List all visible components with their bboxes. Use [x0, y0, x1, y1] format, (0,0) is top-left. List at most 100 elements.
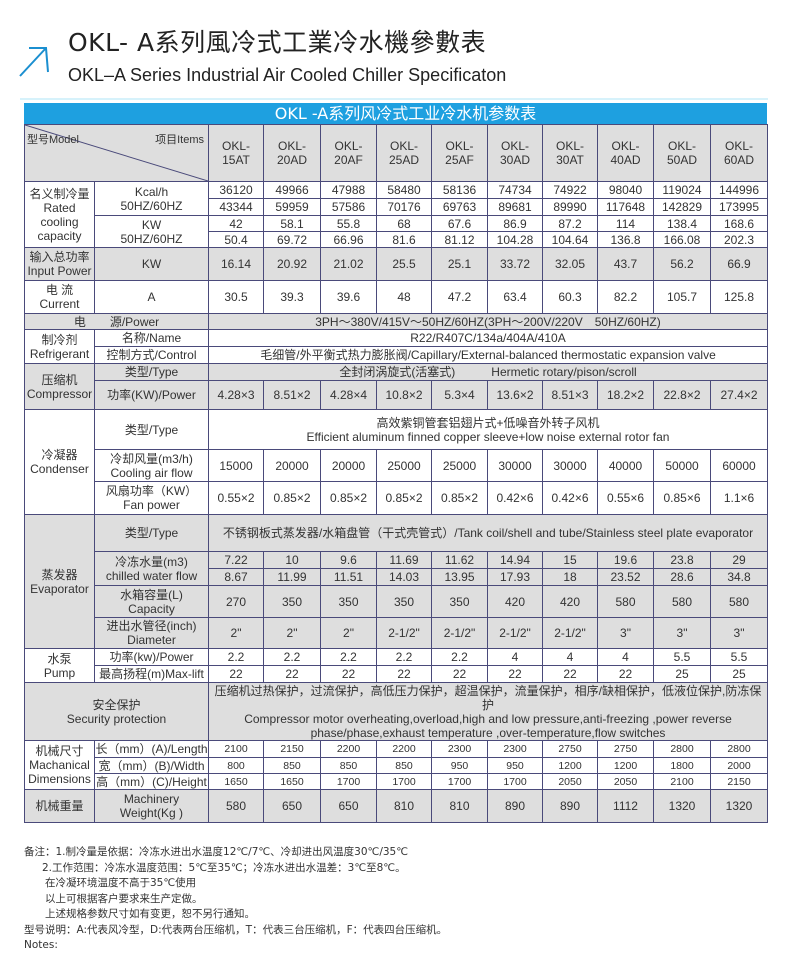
table-cell: 20.92: [263, 247, 321, 281]
table-cell: 类型/Type: [94, 363, 209, 381]
table-header-row: 型号Model 项目Items OKL- 15AT OKL- 20AD OKL- 2…: [24, 124, 768, 182]
table-cell: 580: [597, 585, 654, 618]
table-cell: 4: [597, 648, 654, 666]
table-cell: 63.4: [487, 280, 543, 314]
table-cell: 2": [263, 617, 321, 649]
page-subtitle: OKL–A Series Industrial Air Cooled Chill…: [68, 65, 507, 85]
table-row: 宽（mm）(B)/Width 800 850 850 850 950 950 1200 1200…: [25, 757, 768, 774]
table-cell: 166.08: [653, 231, 711, 248]
table-cell: 59959: [263, 198, 321, 216]
spec-span-cell: 3PH～380V/415V～50HZ/60HZ(3PH～200V/220V 50…: [208, 313, 768, 330]
table-cell: 270: [208, 585, 264, 618]
table-cell: Kcal/h 50HZ/60HZ: [94, 181, 209, 216]
table-cell: 2.2: [208, 648, 264, 666]
table-cell: 1700: [320, 773, 377, 790]
table-cell: 23.8: [653, 551, 711, 569]
table-cell: 2.2: [320, 648, 377, 666]
model-header-cell: OKL- 40AD: [597, 124, 654, 182]
table-cell: 蒸发器 Evaporator: [24, 514, 95, 649]
table-cell: 58.1: [263, 215, 321, 232]
table-cell: 350: [263, 585, 321, 618]
table-cell: 22: [542, 665, 598, 683]
table-row: 安全保护 Security protection 压缩机过热保护，过流保护，高低压…: [24, 682, 768, 741]
table-cell: 144996: [710, 181, 768, 199]
table-cell: 810: [376, 789, 432, 823]
table-cell: 58480: [376, 181, 432, 199]
table-cell: 60000: [710, 449, 768, 482]
table-cell: 0.85×2: [431, 481, 488, 515]
table-cell: 5.3×4: [431, 380, 488, 410]
table-cell: 202.3: [710, 231, 768, 248]
table-cell: 0.85×6: [653, 481, 711, 515]
table-cell: 36120: [208, 181, 264, 199]
table-cell: 1650: [208, 773, 264, 790]
table-cell: 功率(KW)/Power: [94, 380, 209, 410]
table-cell: 104.64: [542, 231, 598, 248]
table-cell: 2100: [208, 740, 264, 758]
table-cell: 名义制冷量 Rated cooling capacity: [24, 181, 95, 248]
table-cell: 22: [320, 665, 377, 683]
table-cell: 66.96: [320, 231, 377, 248]
table-cell: 580: [653, 585, 711, 618]
table-cell: 89990: [542, 198, 598, 216]
spec-table: 型号Model 项目Items OKL- 15AT OKL- 20AD OKL- 2…: [24, 124, 768, 823]
table-cell: 电 源/Power: [24, 313, 209, 330]
table-cell: 42: [208, 215, 264, 232]
table-cell: 650: [320, 789, 377, 823]
table-cell: 82.2: [597, 280, 654, 314]
table-cell: 800: [208, 757, 264, 774]
table-cell: 350: [376, 585, 432, 618]
notes: 备注：1.制冷量是依据：冷冻水进出水温度12℃/7℃、冷却进出风温度30℃/35…: [24, 845, 768, 954]
table-cell: 2200: [320, 740, 377, 758]
table-cell: 风扇功率（KW） Fan power: [94, 481, 209, 515]
table-cell: 8.51×3: [542, 380, 598, 410]
table-row: KW 50HZ/60HZ 42 58.1 55.8 68 67.6 86.9 87.2 114 1…: [25, 215, 768, 248]
table-row: 最高扬程(m)Max-lift 22 22 22 22 22 22 22 22 25 25: [25, 665, 768, 683]
table-cell: 冷凝器 Condenser: [24, 409, 95, 515]
table-cell: 19.6: [597, 551, 654, 569]
table-cell: 3": [653, 617, 711, 649]
table-cell: 8.51×2: [263, 380, 321, 410]
table-cell: 39.6: [320, 280, 377, 314]
table-cell: 74922: [542, 181, 598, 199]
table-cell: 68: [376, 215, 432, 232]
table-row: 进出水管径(inch) Diameter 2" 2" 2" 2-1/2" 2-1/2" 2-…: [25, 617, 768, 649]
table-cell: 机械尺寸 Machanical Dimensions: [24, 740, 95, 790]
spec-span-cell: 毛细管/外平衡式热力膨胀阀/Capillary/External-balance…: [208, 346, 768, 364]
model-header-cell: OKL- 20AF: [320, 124, 377, 182]
table-cell: 4: [487, 648, 543, 666]
table-cell: 1700: [431, 773, 488, 790]
table-cell: 3": [710, 617, 768, 649]
table-cell: Machinery Weight(Kg ): [94, 789, 209, 823]
model-header-cell: OKL- 20AD: [263, 124, 321, 182]
table-cell: 2.2: [263, 648, 321, 666]
table-cell: 11.99: [263, 568, 321, 586]
table-cell: 810: [431, 789, 488, 823]
page-title: OKL- A系列風冷式工業冷水機參數表: [68, 28, 487, 57]
table-cell: 1700: [376, 773, 432, 790]
table-cell: 39.3: [263, 280, 321, 314]
table-cell: 0.85×2: [263, 481, 321, 515]
table-cell: 70176: [376, 198, 432, 216]
table-cell: 2800: [710, 740, 768, 758]
table-cell: 950: [431, 757, 488, 774]
table-cell: 2200: [376, 740, 432, 758]
table-cell: 11.51: [320, 568, 377, 586]
table-row: 压缩机 Compressor 类型/Type 全封闭涡旋式(活塞式) Hermeti…: [24, 363, 768, 410]
table-cell: A: [94, 280, 209, 314]
table-cell: 650: [263, 789, 321, 823]
table-cell: 0.42×6: [542, 481, 598, 515]
table-cell: 1200: [597, 757, 654, 774]
table-cell: 高（mm）(C)/Height: [94, 773, 209, 790]
table-cell: 4.28×3: [208, 380, 264, 410]
table-cell: 0.85×2: [376, 481, 432, 515]
table-cell: 机械重量: [24, 789, 95, 823]
table-cell: 25000: [431, 449, 488, 482]
table-cell: 1320: [653, 789, 711, 823]
table-cell: 29: [710, 551, 768, 569]
note-line: 备注：1.制冷量是依据：冷冻水进出水温度12℃/7℃、冷却进出风温度30℃/35…: [24, 846, 409, 858]
table-cell: 2050: [597, 773, 654, 790]
table-cell: 43344: [208, 198, 264, 216]
table-cell: 50000: [653, 449, 711, 482]
table-row: 机械重量 Machinery Weight(Kg ) 580 650 650 810 810…: [24, 789, 768, 823]
